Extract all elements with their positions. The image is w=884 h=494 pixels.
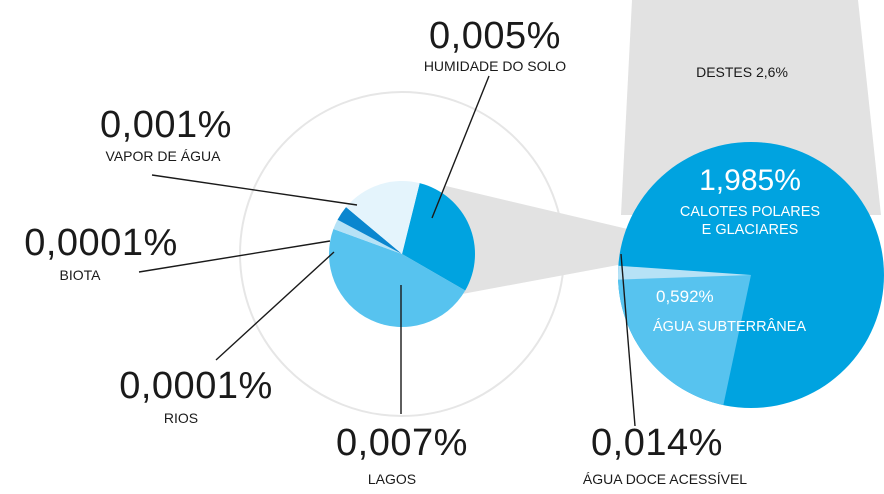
leader-line-biota	[138, 240, 331, 273]
big-pie-label-calotes-1: CALOTES POLARES	[680, 204, 820, 220]
accessible-freshwater-pie	[328, 181, 475, 328]
leader-line-vapor	[151, 174, 358, 206]
freshwater-pie	[617, 142, 884, 408]
value-vapor-de-agua: 0,001%	[100, 104, 232, 146]
value-humidade-do-solo: 0,005%	[429, 15, 561, 57]
leader-line-humidade	[431, 75, 490, 219]
slice-humidade-do-solo	[402, 183, 475, 291]
label-rios: RIOS	[164, 410, 198, 426]
slice-vapor-de-agua	[346, 181, 420, 254]
big-pie-label-subterranea: ÁGUA SUBTERRÂNEA	[653, 318, 806, 335]
value-agua-doce-acessivel: 0,014%	[591, 422, 723, 464]
label-humidade-do-solo: HUMIDADE DO SOLO	[424, 58, 566, 74]
subset-header-label: DESTES 2,6%	[696, 64, 788, 80]
big-pie-label-calotes-2: E GLACIARES	[702, 222, 799, 238]
leader-line-acessivel	[620, 253, 636, 427]
label-lagos: LAGOS	[368, 471, 416, 487]
leader-line-rios	[215, 251, 335, 361]
slice-lagos	[328, 229, 466, 328]
value-biota: 0,0001%	[24, 222, 178, 264]
slice-agua-subterranea	[618, 275, 751, 406]
value-rios: 0,0001%	[119, 365, 273, 407]
label-vapor-de-agua: VAPOR DE ÁGUA	[106, 148, 222, 164]
label-biota: BIOTA	[60, 267, 102, 283]
value-lagos: 0,007%	[336, 422, 468, 464]
slice-rios	[333, 219, 402, 254]
slice-biota	[337, 207, 402, 254]
big-pie-value-calotes: 1,985%	[699, 164, 801, 197]
slice-agua-doce-acessivel	[617, 265, 751, 280]
label-agua-doce-acessivel: ÁGUA DOCE ACESSÍVEL	[583, 471, 747, 487]
big-pie-value-subterranea: 0,592%	[656, 287, 714, 306]
